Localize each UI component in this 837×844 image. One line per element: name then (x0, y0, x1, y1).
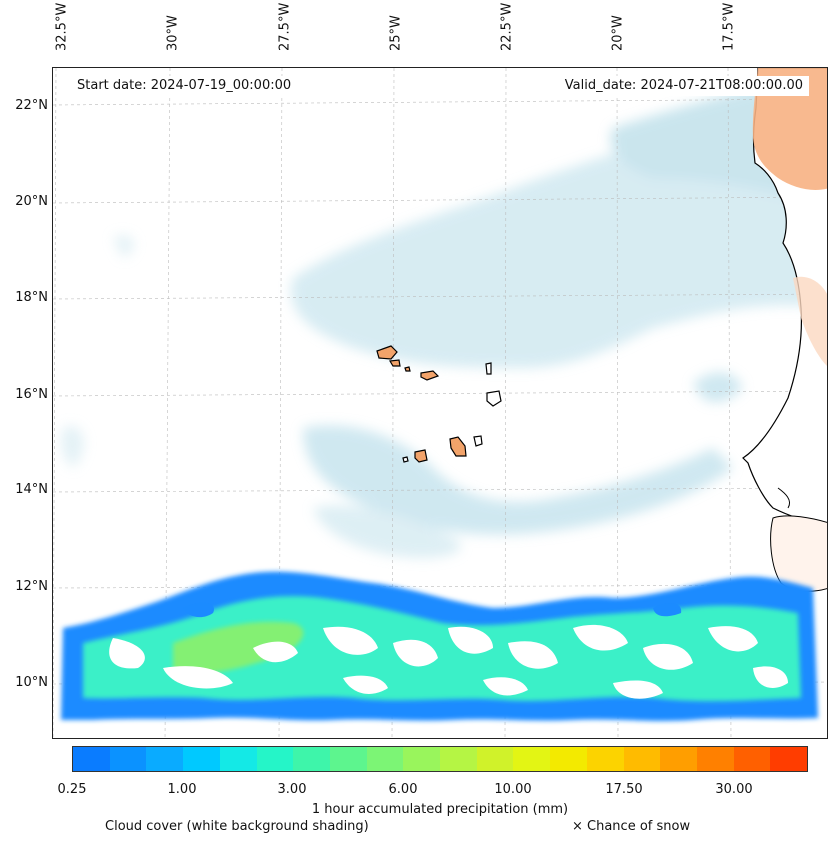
colorbar-tick-10-00: 10.00 (494, 782, 532, 797)
colorbar-swatch-1 (109, 747, 147, 771)
colorbar-tick-30-00: 30.00 (715, 782, 753, 797)
colorbar-swatch-8 (366, 747, 404, 771)
lat-label-16n: 16°N (15, 387, 48, 402)
valid-date-label: Valid_date: 2024-07-21T08:00:00.00 (558, 76, 809, 96)
start-date-label: Start date: 2024-07-19_00:00:00 (71, 76, 298, 96)
precipitation-colorbar (72, 746, 808, 772)
lon-label-30w: 30°W (165, 15, 181, 51)
map-panel[interactable]: Start date: 2024-07-19_00:00:00 Valid_da… (52, 67, 828, 739)
lon-label-27-5w: 27.5°W (277, 2, 293, 51)
precipitation-band (61, 571, 818, 721)
cloud-cover-note: Cloud cover (white background shading) (105, 819, 369, 834)
cloud-cover-layer (61, 68, 827, 558)
lat-label-12n: 12°N (15, 579, 48, 594)
lat-label-10n: 10°N (15, 675, 48, 690)
colorbar-swatch-10 (440, 747, 477, 771)
colorbar-swatch-6 (293, 747, 330, 771)
colorbar-tick-0-25: 0.25 (57, 782, 87, 797)
colorbar-tick-3-00: 3.00 (277, 782, 307, 797)
lon-label-32-5w: 32.5°W (54, 2, 70, 51)
lat-label-20n: 20°N (15, 194, 48, 209)
colorbar-swatch-2 (146, 747, 184, 771)
map-canvas: Start date: 2024-07-19_00:00:00 Valid_da… (53, 68, 827, 738)
colorbar-swatch-0 (73, 747, 110, 771)
lon-label-17-5w: 17.5°W (721, 2, 737, 51)
colorbar-swatch-11 (476, 747, 514, 771)
lon-label-22-5w: 22.5°W (499, 2, 515, 51)
lat-label-22n: 22°N (15, 98, 48, 113)
colorbar-swatch-7 (329, 747, 367, 771)
colorbar-swatch-4 (219, 747, 257, 771)
colorbar-swatch-18 (733, 747, 771, 771)
lon-label-25w: 25°W (388, 15, 404, 51)
lon-label-20w: 20°W (610, 15, 626, 51)
colorbar-swatch-15 (623, 747, 661, 771)
colorbar-swatch-9 (403, 747, 441, 771)
colorbar-swatch-12 (513, 747, 551, 771)
colorbar-swatch-3 (183, 747, 220, 771)
cape-verde-islands (376, 345, 502, 463)
colorbar-title: 1 hour accumulated precipitation (mm) (311, 802, 569, 817)
lat-label-14n: 14°N (15, 482, 48, 497)
colorbar-swatch-17 (696, 747, 734, 771)
colorbar-tick-1-00: 1.00 (167, 782, 197, 797)
colorbar-tick-6-00: 6.00 (388, 782, 418, 797)
africa-landmass (742, 68, 827, 592)
snow-chance-note: × Chance of snow (572, 819, 691, 834)
colorbar-swatch-19 (770, 747, 808, 771)
colorbar-swatch-5 (256, 747, 294, 771)
colorbar-swatch-14 (586, 747, 624, 771)
colorbar-tick-17-50: 17.50 (605, 782, 643, 797)
lat-label-18n: 18°N (15, 290, 48, 305)
colorbar-swatch-16 (660, 747, 697, 771)
colorbar-swatch-13 (550, 747, 587, 771)
